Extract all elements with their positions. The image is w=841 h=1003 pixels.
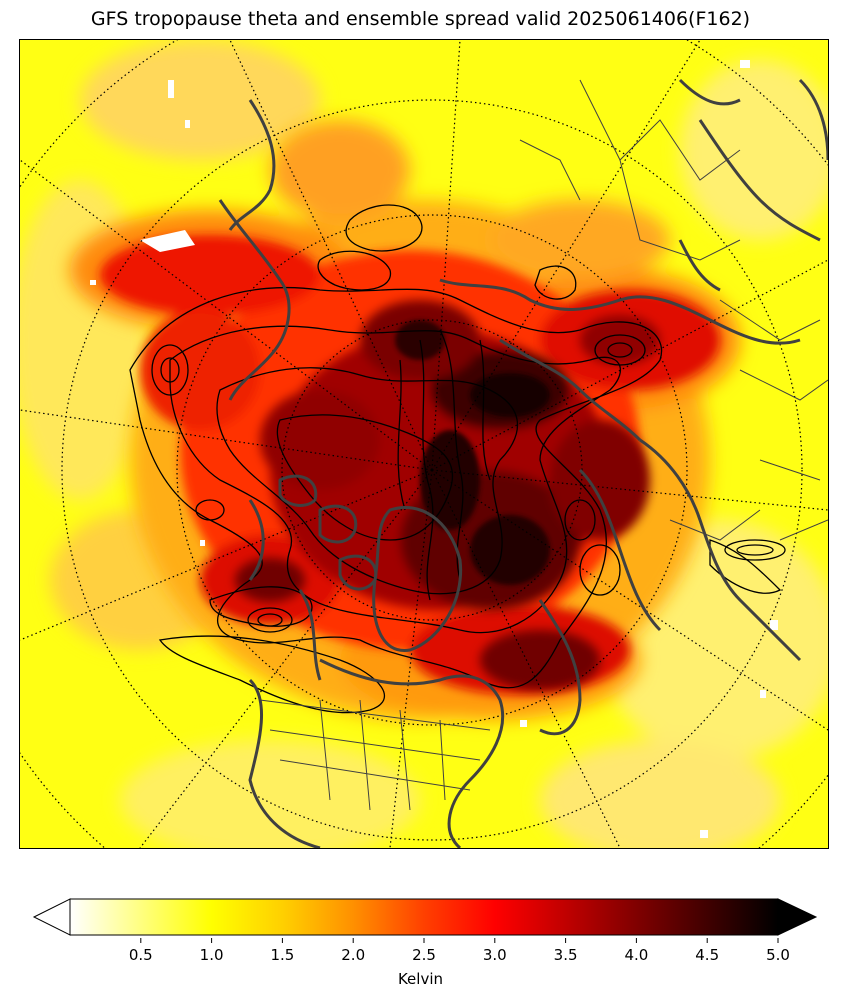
map-canvas xyxy=(20,40,828,848)
colorbar-tick-label: 3.5 xyxy=(554,946,578,964)
graticule xyxy=(20,40,828,848)
coastlines xyxy=(218,78,828,848)
map-panel xyxy=(19,39,829,849)
figure-title: GFS tropopause theta and ensemble spread… xyxy=(90,8,751,30)
colorbar-extend-high xyxy=(777,898,818,936)
colorbar-tick-label: 2.0 xyxy=(341,946,365,964)
theta-contours xyxy=(129,204,786,714)
colorbar xyxy=(32,898,818,936)
colorbar-tick-label: 4.0 xyxy=(624,946,648,964)
low-spread-patches xyxy=(90,60,778,838)
colorbar-tick-label: 1.5 xyxy=(270,946,294,964)
spread-field-max xyxy=(395,320,550,585)
colorbar-ticks: 0.5 1.0 1.5 2.0 2.5 3.0 3.5 4.0 4.5 5.0 xyxy=(129,938,790,964)
colorbar-tick-label: 1.0 xyxy=(200,946,224,964)
colorbar-label: Kelvin xyxy=(397,970,444,988)
colorbar-tick-label: 4.5 xyxy=(695,946,719,964)
colorbar-extend-low xyxy=(32,898,71,936)
political-borders xyxy=(259,79,828,811)
colorbar-tick-label: 0.5 xyxy=(129,946,153,964)
colorbar-gradient xyxy=(69,898,779,936)
colorbar-tick-label: 5.0 xyxy=(766,946,790,964)
colorbar-tick-label: 3.0 xyxy=(483,946,507,964)
colorbar-tick-label: 2.5 xyxy=(412,946,436,964)
